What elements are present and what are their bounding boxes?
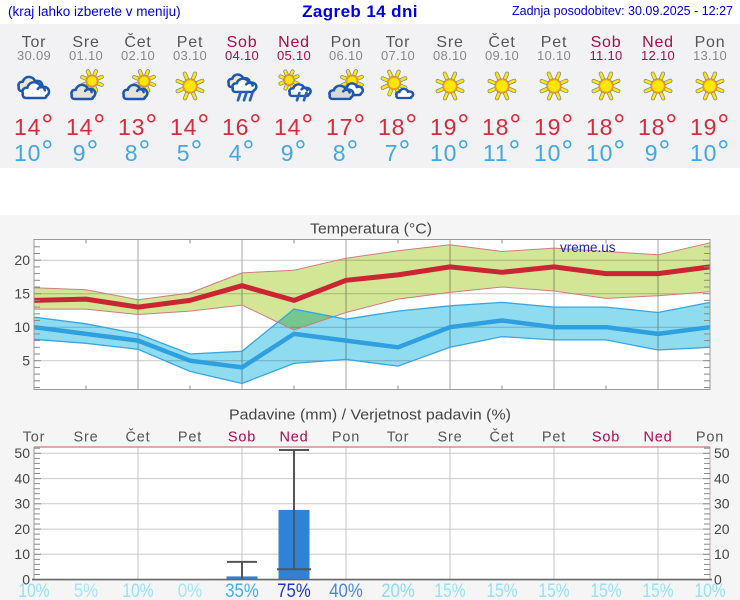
svg-text:5: 5 — [22, 352, 30, 368]
svg-text:Čet: Čet — [126, 429, 151, 446]
svg-text:0: 0 — [714, 571, 722, 587]
svg-text:15%: 15% — [487, 581, 518, 600]
svg-text:Tor: Tor — [387, 430, 410, 446]
svg-text:15%: 15% — [643, 581, 674, 600]
svg-text:Sob: Sob — [228, 430, 256, 446]
svg-text:Sre: Sre — [74, 430, 99, 446]
svg-text:20%: 20% — [381, 581, 415, 600]
svg-text:50: 50 — [14, 445, 30, 461]
svg-text:Čet: Čet — [490, 429, 515, 446]
svg-text:75%: 75% — [277, 581, 311, 600]
svg-text:Padavine (mm) / Verjetnost pad: Padavine (mm) / Verjetnost padavin (%) — [229, 407, 511, 424]
svg-text:15%: 15% — [591, 581, 622, 600]
svg-text:Pon: Pon — [696, 430, 724, 446]
svg-text:20: 20 — [714, 521, 730, 537]
svg-text:Ned: Ned — [644, 430, 673, 446]
svg-text:Ned: Ned — [280, 430, 309, 446]
svg-text:30: 30 — [714, 496, 730, 512]
svg-text:Sob: Sob — [592, 430, 620, 446]
svg-text:vreme.us: vreme.us — [560, 240, 616, 255]
svg-text:15: 15 — [14, 285, 30, 301]
svg-text:10%: 10% — [695, 581, 726, 600]
svg-text:40: 40 — [714, 470, 730, 486]
svg-text:Sre: Sre — [438, 430, 463, 446]
svg-text:0%: 0% — [178, 581, 203, 600]
svg-text:Temperatura (°C): Temperatura (°C) — [310, 221, 432, 238]
svg-text:30: 30 — [14, 496, 30, 512]
svg-text:40%: 40% — [329, 581, 363, 600]
svg-text:15%: 15% — [539, 581, 570, 600]
svg-text:10%: 10% — [123, 581, 154, 600]
svg-text:Pet: Pet — [542, 430, 566, 446]
svg-text:10%: 10% — [19, 581, 50, 600]
svg-text:15%: 15% — [435, 581, 466, 600]
svg-text:Tor: Tor — [23, 430, 46, 446]
svg-text:35%: 35% — [225, 581, 259, 600]
svg-text:10: 10 — [14, 546, 30, 562]
svg-text:5%: 5% — [74, 581, 99, 600]
svg-text:Pon: Pon — [332, 430, 360, 446]
svg-text:10: 10 — [14, 319, 30, 335]
svg-text:10: 10 — [714, 546, 730, 562]
svg-text:40: 40 — [14, 470, 30, 486]
svg-text:20: 20 — [14, 521, 30, 537]
svg-text:0: 0 — [22, 571, 30, 587]
svg-text:50: 50 — [714, 445, 730, 461]
svg-text:Pet: Pet — [178, 430, 202, 446]
svg-text:20: 20 — [14, 252, 30, 268]
